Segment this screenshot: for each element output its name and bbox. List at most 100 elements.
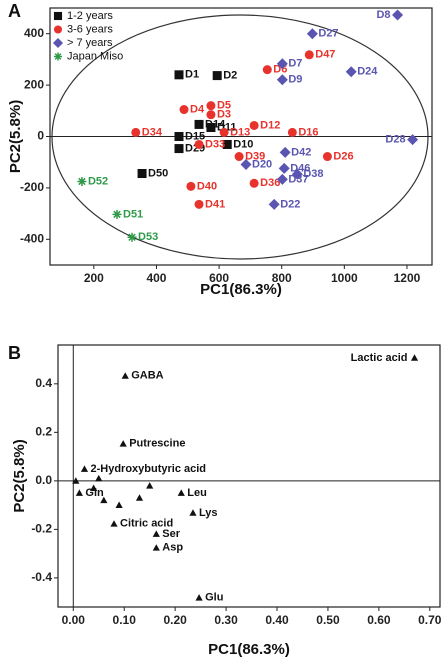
marker <box>186 181 196 191</box>
marker <box>152 530 160 537</box>
x-tick-label: 0.00 <box>62 613 86 627</box>
point-label: Gln <box>85 487 104 499</box>
marker <box>174 144 184 154</box>
marker <box>194 119 204 129</box>
x-tick-label: 800 <box>272 271 292 285</box>
y-tick-label: -400 <box>20 231 44 245</box>
y-tick-label: 0.2 <box>35 425 52 439</box>
x-tick-label: 1200 <box>394 271 421 285</box>
marker <box>219 127 229 137</box>
marker <box>276 173 288 185</box>
point-label: D9 <box>288 74 302 86</box>
point-label: D4 <box>190 103 205 115</box>
marker <box>110 520 118 527</box>
marker <box>240 159 252 171</box>
point-label: D8 <box>376 9 390 21</box>
marker <box>90 484 98 492</box>
y-axis-title: PC2(5.8%) <box>7 100 24 173</box>
point-label: D41 <box>205 198 225 210</box>
y-tick-label: 0.4 <box>35 376 52 390</box>
marker <box>95 474 103 482</box>
marker <box>268 198 280 210</box>
legend-label: 3-6 years <box>67 23 113 35</box>
panel-label: B <box>8 343 21 363</box>
marker <box>234 152 244 162</box>
marker <box>287 127 297 137</box>
panel-label: A <box>8 1 21 21</box>
legend-label: Japan Miso <box>67 50 123 62</box>
marker <box>212 71 222 81</box>
x-tick-label: 400 <box>146 271 166 285</box>
x-tick-label: 0.10 <box>113 613 137 627</box>
point-label: Asp <box>162 542 183 554</box>
marker <box>75 489 83 496</box>
point-label: D40 <box>197 180 217 192</box>
marker <box>152 544 160 551</box>
marker <box>135 494 144 501</box>
marker <box>410 354 419 361</box>
point-label: D24 <box>357 66 378 78</box>
x-tick-label: 1000 <box>331 271 358 285</box>
legend-label: > 7 years <box>67 37 113 49</box>
legend-label: 1-2 years <box>67 10 113 22</box>
marker <box>322 152 332 162</box>
y-tick-label: 400 <box>24 26 44 40</box>
marker <box>206 110 216 120</box>
marker <box>131 127 141 137</box>
point-label: D10 <box>233 138 253 150</box>
point-label: D26 <box>333 150 353 162</box>
y-tick-label: 200 <box>24 77 44 91</box>
point-label: D47 <box>315 49 335 61</box>
point-label: D53 <box>138 231 158 243</box>
marker <box>80 465 89 472</box>
y-tick-label: -0.2 <box>31 522 52 536</box>
marker <box>121 372 129 379</box>
point-label: D38 <box>303 168 323 180</box>
point-label: D20 <box>252 158 272 170</box>
x-tick-label: 0.40 <box>265 613 289 627</box>
marker <box>194 199 204 209</box>
point-label: D13 <box>230 126 250 138</box>
point-label: D7 <box>288 58 302 70</box>
marker <box>77 176 87 186</box>
point-label: D52 <box>88 175 108 187</box>
point-label: D28 <box>385 133 405 145</box>
x-tick-label: 0.20 <box>163 613 187 627</box>
marker <box>276 58 288 70</box>
point-label: D2 <box>223 69 237 81</box>
y-tick-label: -200 <box>20 180 44 194</box>
point-label: Lactic acid <box>351 352 408 364</box>
y-tick-label: 0.0 <box>35 473 52 487</box>
x-tick-label: 600 <box>209 271 229 285</box>
y-axis-title: PC2(5.8%) <box>11 439 28 512</box>
point-label: D1 <box>185 69 199 81</box>
legend-marker <box>53 11 63 21</box>
marker <box>206 101 216 111</box>
point-label: D27 <box>318 28 338 40</box>
point-label: D37 <box>288 173 308 185</box>
point-label: Citric acid <box>120 518 173 530</box>
point-label: D36 <box>260 177 280 189</box>
marker <box>249 120 259 130</box>
marker <box>112 209 122 219</box>
marker <box>407 134 419 146</box>
marker <box>100 496 108 504</box>
x-tick-label: 0.60 <box>367 613 391 627</box>
marker <box>306 28 318 40</box>
marker <box>137 169 147 179</box>
marker <box>179 105 189 115</box>
point-label: D34 <box>142 126 163 138</box>
marker <box>127 232 137 242</box>
point-label: D51 <box>123 208 143 220</box>
point-label: D14 <box>205 118 226 130</box>
point-label: Leu <box>187 487 207 499</box>
point-label: Lys <box>199 507 218 519</box>
marker <box>291 168 303 180</box>
point-label: D39 <box>245 150 265 162</box>
marker <box>194 139 204 149</box>
x-axis-title: PC1(86.3%) <box>200 281 282 298</box>
point-label: Putrescine <box>129 438 185 450</box>
marker <box>222 139 232 149</box>
